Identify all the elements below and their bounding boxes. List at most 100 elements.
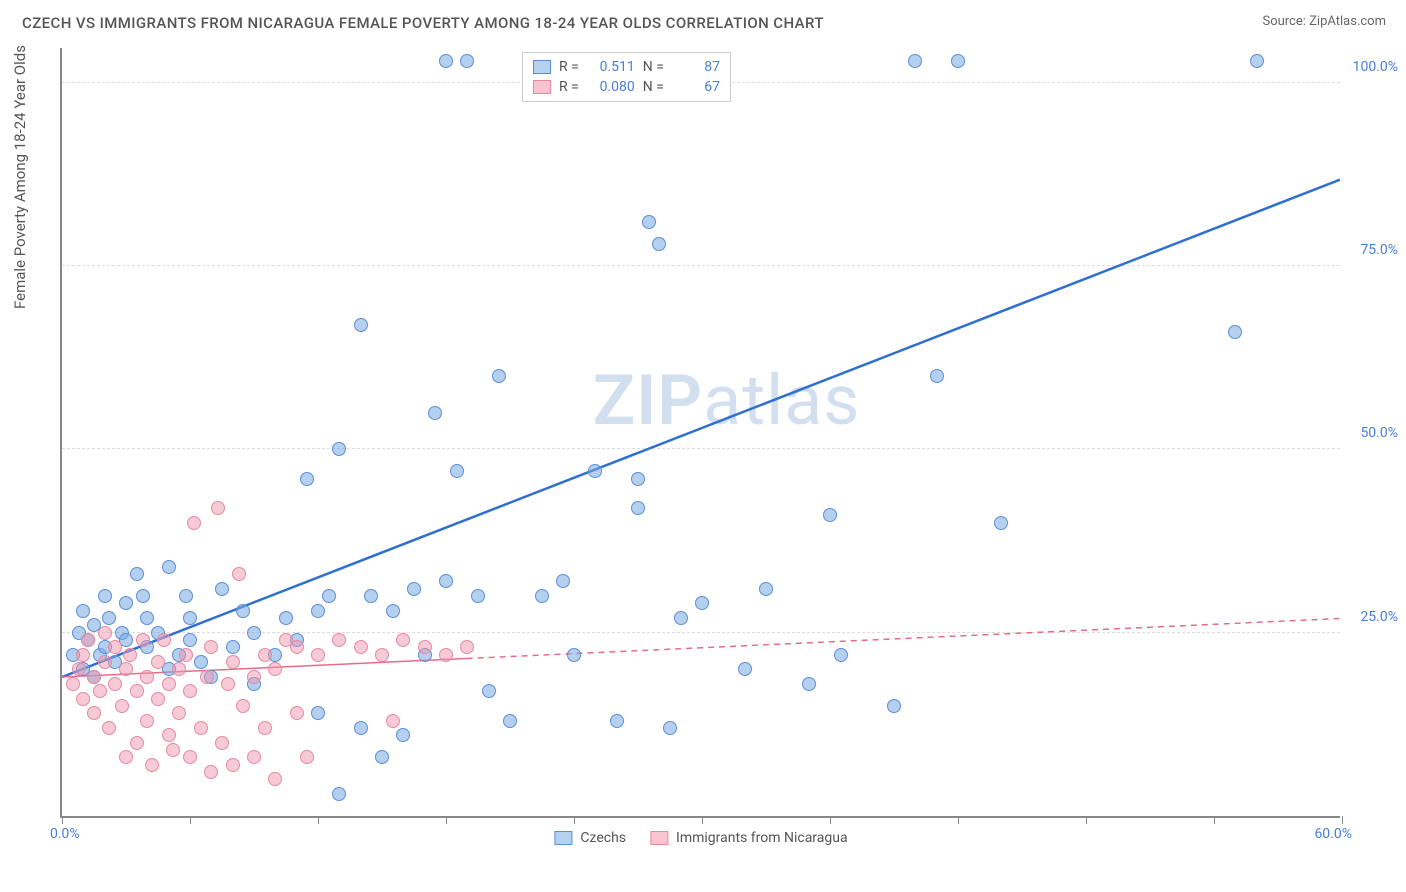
- scatter-point: [439, 648, 453, 662]
- scatter-point: [695, 596, 709, 610]
- plot-area: Female Poverty Among 18-24 Year Olds ZIP…: [60, 48, 1340, 818]
- scatter-point: [439, 574, 453, 588]
- x-tick: [318, 816, 319, 824]
- scatter-point: [102, 611, 116, 625]
- scatter-point: [322, 589, 336, 603]
- scatter-point: [951, 54, 965, 68]
- scatter-point: [136, 589, 150, 603]
- scatter-point: [823, 508, 837, 522]
- scatter-point: [439, 54, 453, 68]
- scatter-point: [108, 640, 122, 654]
- correlation-chart: CZECH VS IMMIGRANTS FROM NICARAGUA FEMAL…: [0, 0, 1406, 892]
- scatter-point: [236, 699, 250, 713]
- scatter-point: [187, 516, 201, 530]
- x-tick: [190, 816, 191, 824]
- scatter-point: [460, 54, 474, 68]
- scatter-point: [247, 750, 261, 764]
- scatter-point: [354, 318, 368, 332]
- scatter-point: [115, 699, 129, 713]
- scatter-point: [151, 655, 165, 669]
- y-tick-label: 75.0%: [1360, 242, 1398, 258]
- scatter-point: [98, 626, 112, 640]
- scatter-point: [183, 611, 197, 625]
- legend-series-label: Czechs: [580, 830, 626, 846]
- scatter-point: [183, 684, 197, 698]
- source-attribution: Source: ZipAtlas.com: [1262, 14, 1386, 29]
- scatter-point: [76, 648, 90, 662]
- scatter-point: [588, 464, 602, 478]
- n-value: 67: [672, 79, 720, 95]
- scatter-point: [204, 640, 218, 654]
- scatter-point: [268, 662, 282, 676]
- scatter-point: [119, 662, 133, 676]
- scatter-point: [364, 589, 378, 603]
- scatter-point: [407, 582, 421, 596]
- scatter-point: [674, 611, 688, 625]
- scatter-point: [258, 648, 272, 662]
- scatter-point: [450, 464, 464, 478]
- grid-line: [62, 265, 1340, 266]
- scatter-point: [887, 699, 901, 713]
- scatter-point: [87, 706, 101, 720]
- scatter-point: [332, 633, 346, 647]
- x-tick: [574, 816, 575, 824]
- scatter-point: [503, 714, 517, 728]
- watermark-bold: ZIP: [593, 360, 703, 442]
- scatter-point: [140, 611, 154, 625]
- scatter-point: [279, 611, 293, 625]
- y-tick-label: 50.0%: [1360, 425, 1398, 441]
- legend-swatch: [650, 831, 668, 845]
- scatter-point: [136, 633, 150, 647]
- x-tick: [1086, 816, 1087, 824]
- n-label: N =: [643, 79, 664, 95]
- y-tick-label: 25.0%: [1360, 609, 1398, 625]
- grid-line: [62, 448, 1340, 449]
- scatter-point: [98, 589, 112, 603]
- legend-stat-row: R =0.080N =67: [533, 77, 720, 97]
- scatter-point: [119, 596, 133, 610]
- n-label: N =: [643, 59, 664, 75]
- n-value: 87: [672, 59, 720, 75]
- scatter-point: [66, 677, 80, 691]
- scatter-point: [102, 721, 116, 735]
- scatter-point: [172, 706, 186, 720]
- scatter-point: [332, 787, 346, 801]
- legend-stat-row: R =0.511N =87: [533, 57, 720, 77]
- legend-series-item: Czechs: [554, 830, 626, 846]
- scatter-point: [396, 633, 410, 647]
- scatter-point: [162, 677, 176, 691]
- scatter-point: [215, 582, 229, 596]
- legend-series-item: Immigrants from Nicaragua: [650, 830, 848, 846]
- scatter-point: [300, 472, 314, 486]
- scatter-point: [166, 743, 180, 757]
- scatter-point: [258, 721, 272, 735]
- scatter-point: [130, 736, 144, 750]
- scatter-point: [130, 684, 144, 698]
- scatter-point: [76, 604, 90, 618]
- scatter-point: [492, 369, 506, 383]
- scatter-point: [130, 567, 144, 581]
- scatter-point: [183, 750, 197, 764]
- scatter-point: [652, 237, 666, 251]
- scatter-point: [908, 54, 922, 68]
- scatter-point: [1250, 54, 1264, 68]
- r-label: R =: [559, 79, 579, 95]
- scatter-point: [119, 750, 133, 764]
- x-tick: [1214, 816, 1215, 824]
- scatter-point: [930, 369, 944, 383]
- scatter-point: [802, 677, 816, 691]
- scatter-point: [567, 648, 581, 662]
- scatter-point: [194, 721, 208, 735]
- x-tick: [702, 816, 703, 824]
- scatter-point: [172, 662, 186, 676]
- scatter-point: [311, 706, 325, 720]
- x-max-label: 60.0%: [1314, 826, 1352, 842]
- scatter-point: [232, 567, 246, 581]
- scatter-point: [396, 728, 410, 742]
- scatter-point: [428, 406, 442, 420]
- scatter-point: [200, 670, 214, 684]
- scatter-point: [311, 604, 325, 618]
- scatter-point: [290, 640, 304, 654]
- scatter-point: [610, 714, 624, 728]
- scatter-point: [108, 677, 122, 691]
